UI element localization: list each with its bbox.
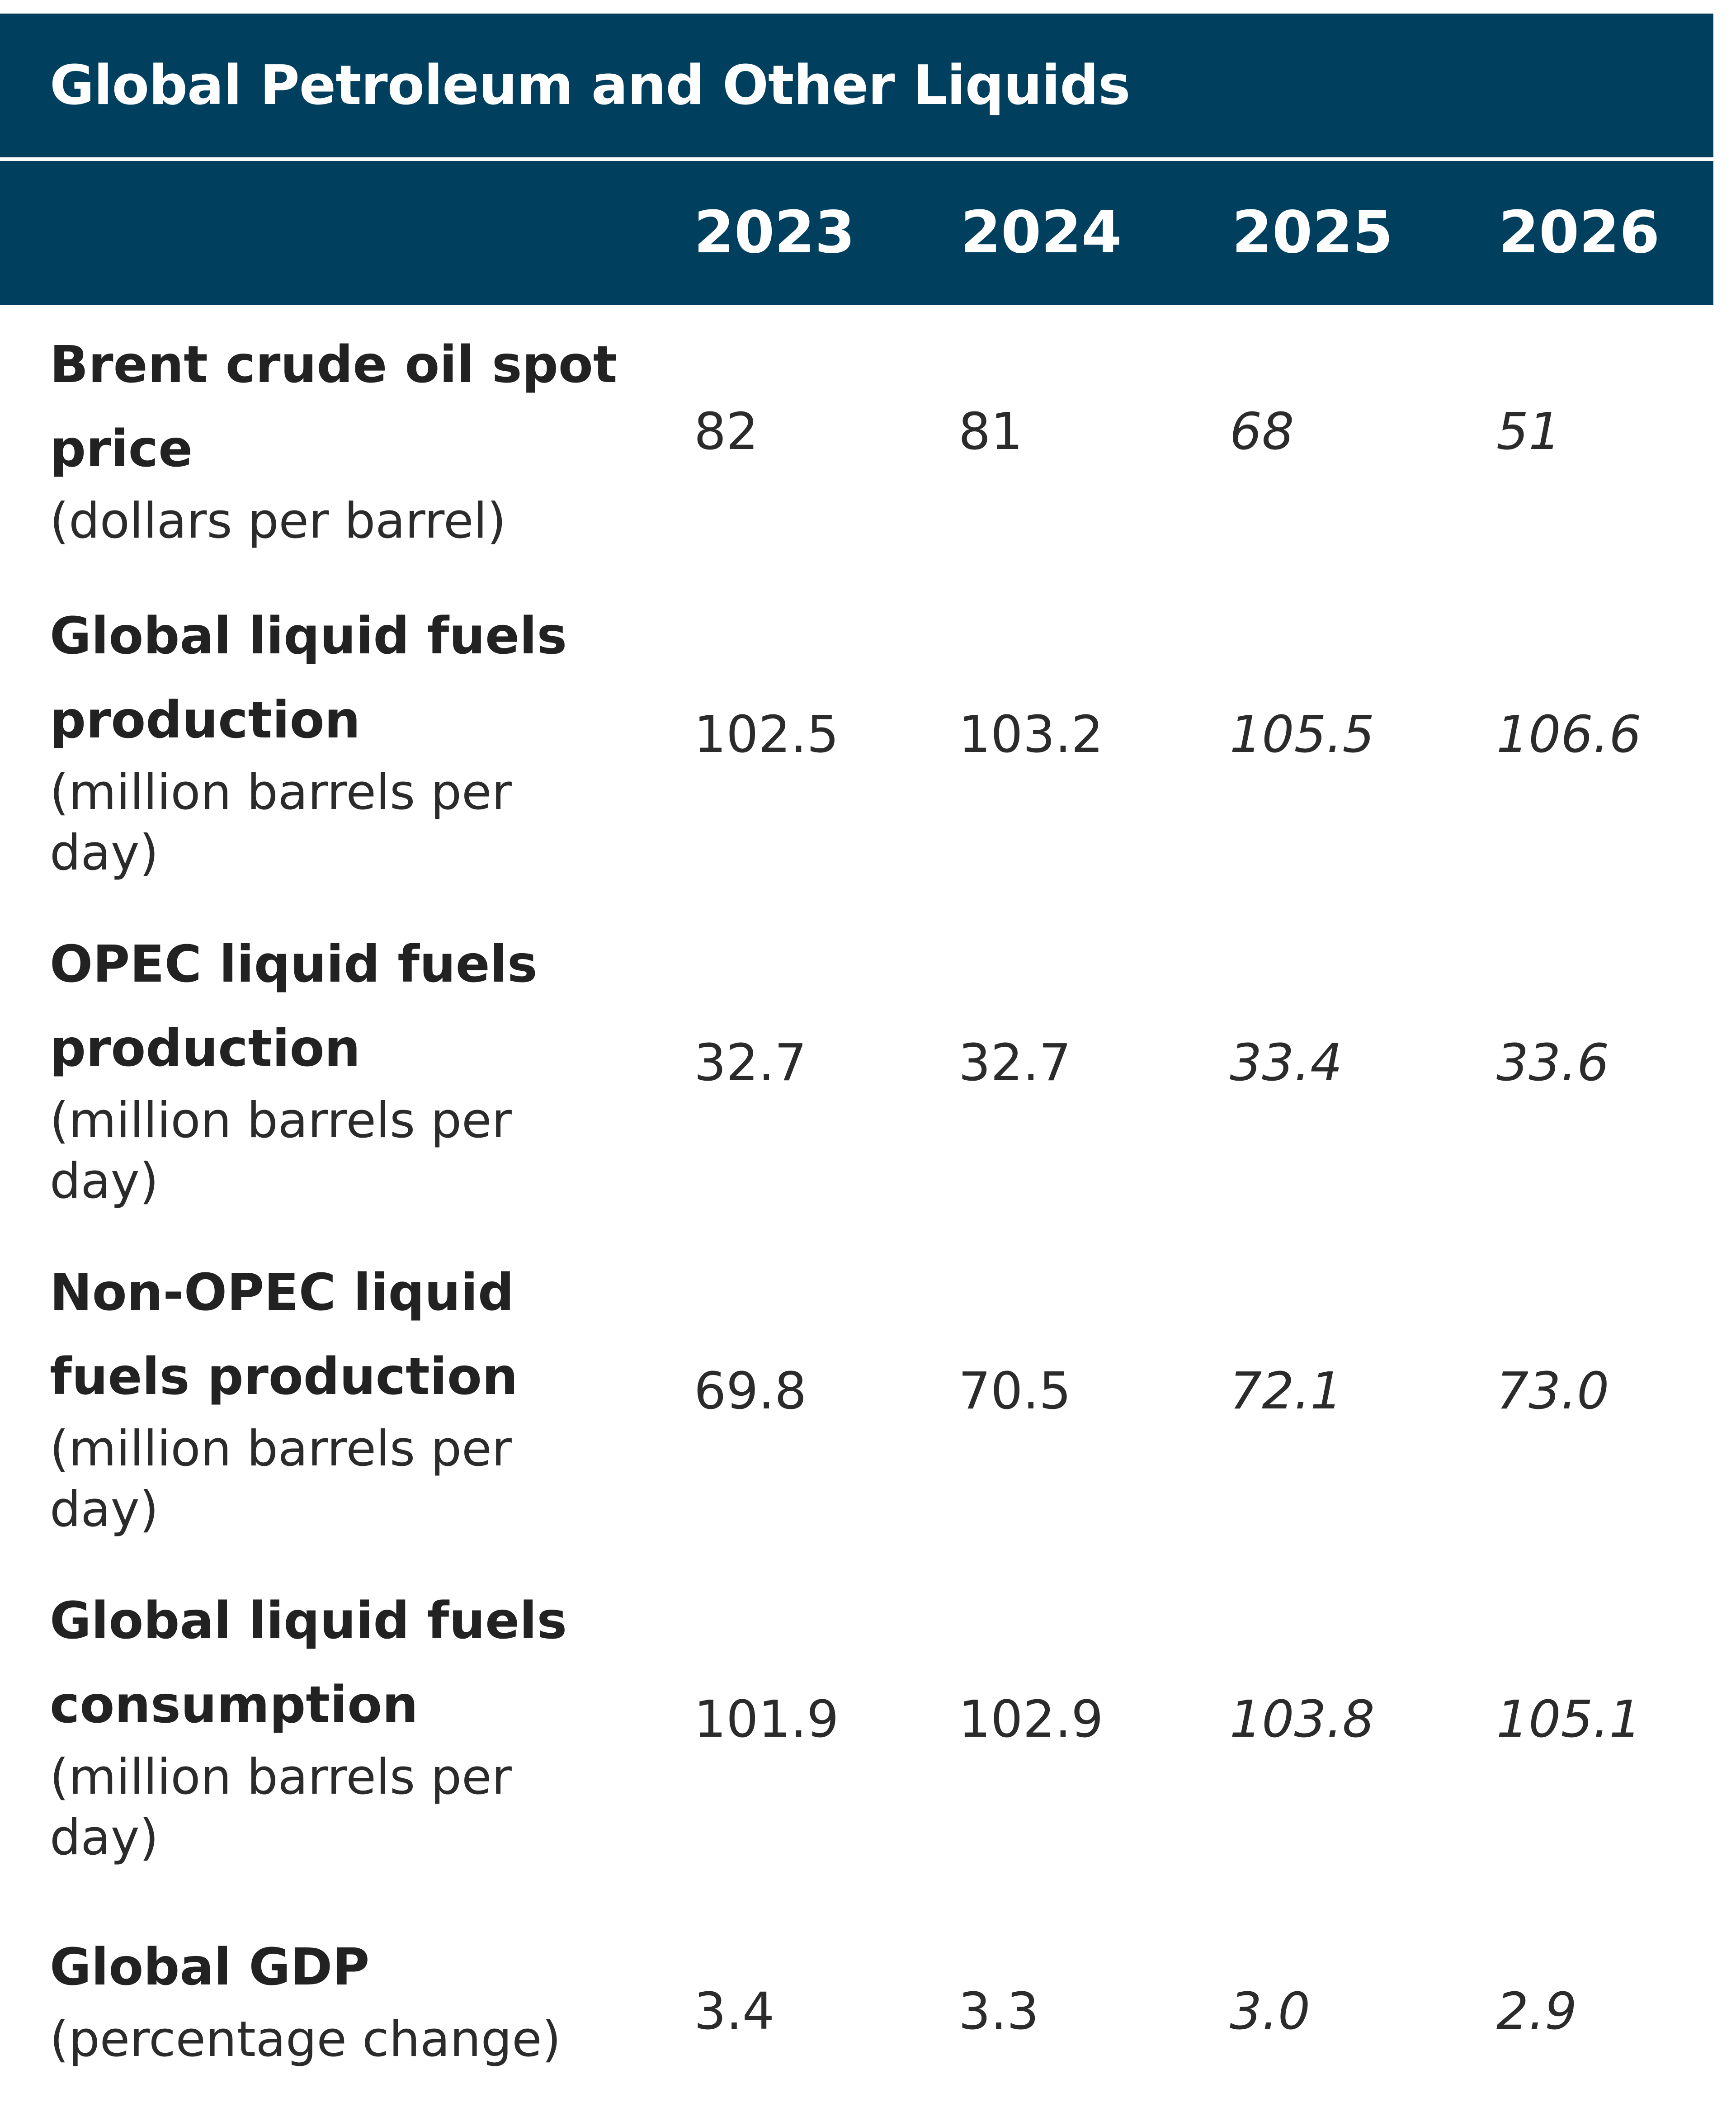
column-header-year: 2026 (1499, 199, 1660, 266)
row-unit-line: (million barrels per (50, 1421, 512, 1477)
table-cell-value-projected: 72.1 (1230, 1362, 1343, 1421)
column-header-year: 2023 (694, 199, 855, 266)
table-cell-value-projected: 3.0 (1230, 1982, 1311, 2041)
row-unit-line: (dollars per barrel) (50, 493, 506, 549)
table-cell-value: 32.7 (694, 1034, 807, 1092)
row-label-line: fuels production (50, 1347, 518, 1406)
table-cell-value: 69.8 (694, 1362, 807, 1421)
row-label-line: production (50, 1019, 361, 1078)
row-label-line: consumption (50, 1676, 418, 1734)
table-cell-value-projected: 106.6 (1496, 705, 1642, 764)
row-unit-line: day) (50, 1153, 159, 1210)
header-divider (0, 157, 1713, 161)
row-unit-line: day) (50, 1810, 159, 1866)
table-cell-value: 101.9 (694, 1690, 839, 1749)
column-header-year: 2025 (1232, 199, 1393, 266)
table-cell-value-projected: 73.0 (1496, 1362, 1609, 1421)
row-label: Brent crude oil spot price (dollars per … (50, 323, 628, 552)
table-row: Global liquid fuels consumption (million… (0, 1570, 1713, 1898)
table-row: Non-OPEC liquid fuels production (millio… (0, 1242, 1713, 1570)
row-label-line: Global GDP (50, 1938, 370, 1997)
table-cell-value-projected: 105.1 (1496, 1690, 1642, 1749)
data-table: Global Petroleum and Other Liquids 2023 … (0, 14, 1713, 2106)
table-cell-value: 82 (694, 402, 759, 461)
row-label: Non-OPEC liquid fuels production (millio… (50, 1251, 628, 1540)
row-unit-line: (percentage change) (50, 2011, 561, 2068)
table-cell-value-projected: 33.6 (1496, 1034, 1609, 1092)
table-cell-value-projected: 105.5 (1230, 705, 1375, 764)
row-unit-line: (million barrels per (50, 1092, 512, 1149)
table-cell-value-projected: 2.9 (1496, 1982, 1577, 2041)
table-cell-value: 3.3 (958, 1982, 1039, 2041)
table-cell-value-projected: 68 (1230, 402, 1294, 461)
table-cell-value: 81 (958, 402, 1023, 461)
table-cell-value: 102.5 (694, 705, 839, 764)
row-label: OPEC liquid fuels production (million ba… (50, 922, 628, 1212)
table-row: OPEC liquid fuels production (million ba… (0, 913, 1713, 1242)
column-header-year: 2024 (961, 199, 1122, 266)
table-title-bar: Global Petroleum and Other Liquids (0, 14, 1713, 157)
row-label-line: production (50, 691, 361, 750)
table-cell-value: 32.7 (958, 1034, 1071, 1092)
column-header-bar: 2023 2024 2025 2026 (0, 161, 1713, 305)
row-label-line: Global liquid fuels (50, 1592, 567, 1650)
table-cell-value-projected: 51 (1496, 402, 1561, 461)
row-label-line: Global liquid fuels (50, 607, 567, 666)
table-title: Global Petroleum and Other Liquids (50, 54, 1131, 117)
row-unit-line: day) (50, 1481, 159, 1538)
row-label: Global liquid fuels consumption (million… (50, 1579, 628, 1868)
row-label: Global liquid fuels production (million … (50, 594, 628, 884)
row-unit-line: (million barrels per (50, 764, 512, 821)
table-row: Global GDP (percentage change) 3.4 3.3 3… (0, 1898, 1713, 2106)
table-row: Brent crude oil spot price (dollars per … (0, 305, 1713, 585)
table-cell-value-projected: 103.8 (1230, 1690, 1375, 1749)
row-unit-line: (million barrels per (50, 1749, 512, 1805)
table-cell-value: 70.5 (958, 1362, 1071, 1421)
table-cell-value: 103.2 (958, 705, 1104, 764)
table-cell-value: 3.4 (694, 1982, 775, 2041)
row-unit-line: day) (50, 825, 159, 881)
row-label-line: Non-OPEC liquid (50, 1263, 514, 1322)
row-label-line: OPEC liquid fuels (50, 935, 538, 994)
table-cell-value: 102.9 (958, 1690, 1104, 1749)
table-row: Global liquid fuels production (million … (0, 585, 1713, 913)
row-label: Global GDP (percentage change) (50, 1925, 628, 2070)
row-label-line: Brent crude oil spot (50, 335, 618, 394)
row-label-line: price (50, 420, 193, 478)
table-cell-value-projected: 33.4 (1230, 1034, 1343, 1092)
